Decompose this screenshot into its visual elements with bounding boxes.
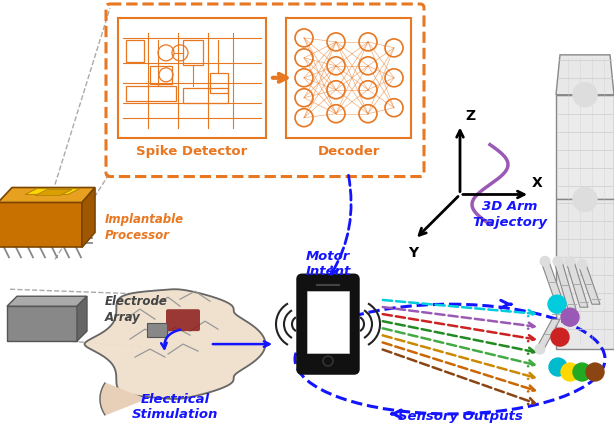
Polygon shape bbox=[554, 261, 576, 309]
Text: Electrode
Array: Electrode Array bbox=[105, 295, 168, 324]
Bar bbox=[210, 73, 228, 93]
Text: Motor
Intent: Motor Intent bbox=[305, 250, 351, 278]
Bar bbox=[183, 88, 228, 103]
Polygon shape bbox=[82, 187, 95, 247]
Circle shape bbox=[573, 187, 597, 212]
Polygon shape bbox=[556, 95, 614, 199]
Circle shape bbox=[553, 256, 563, 266]
Text: Sensory Outputs: Sensory Outputs bbox=[398, 411, 523, 423]
Polygon shape bbox=[7, 306, 77, 341]
Text: Implantable
Processor: Implantable Processor bbox=[105, 213, 184, 242]
Text: X: X bbox=[532, 176, 543, 190]
Circle shape bbox=[535, 344, 545, 354]
Bar bbox=[307, 291, 349, 353]
Text: 3D Arm
Trajectory: 3D Arm Trajectory bbox=[473, 200, 548, 229]
Polygon shape bbox=[541, 261, 564, 304]
FancyBboxPatch shape bbox=[298, 275, 358, 373]
Polygon shape bbox=[85, 289, 265, 399]
Circle shape bbox=[551, 328, 569, 346]
Text: Y: Y bbox=[408, 246, 418, 261]
Circle shape bbox=[573, 83, 597, 107]
Text: Electrical
Stimulation: Electrical Stimulation bbox=[132, 393, 218, 421]
Circle shape bbox=[549, 358, 567, 376]
Circle shape bbox=[586, 363, 604, 381]
Bar bbox=[150, 66, 172, 84]
Polygon shape bbox=[0, 187, 95, 202]
Circle shape bbox=[561, 363, 579, 381]
FancyBboxPatch shape bbox=[147, 323, 167, 337]
Polygon shape bbox=[578, 264, 600, 304]
Bar bbox=[126, 86, 176, 101]
Bar bbox=[118, 18, 266, 138]
Circle shape bbox=[577, 259, 587, 269]
Polygon shape bbox=[536, 319, 560, 349]
Text: Decoder: Decoder bbox=[317, 145, 379, 158]
Bar bbox=[286, 18, 411, 138]
Polygon shape bbox=[556, 199, 614, 349]
Polygon shape bbox=[7, 296, 87, 306]
Bar bbox=[126, 40, 144, 62]
Polygon shape bbox=[0, 202, 82, 247]
Circle shape bbox=[540, 256, 550, 266]
Circle shape bbox=[548, 295, 566, 313]
Polygon shape bbox=[100, 383, 145, 415]
Text: Z: Z bbox=[465, 109, 475, 123]
Polygon shape bbox=[35, 190, 72, 196]
Text: Spike Detector: Spike Detector bbox=[136, 145, 247, 158]
Circle shape bbox=[561, 308, 579, 326]
Polygon shape bbox=[566, 261, 588, 307]
Polygon shape bbox=[556, 55, 614, 95]
FancyBboxPatch shape bbox=[166, 309, 200, 331]
Circle shape bbox=[565, 256, 575, 266]
Polygon shape bbox=[77, 296, 87, 341]
Polygon shape bbox=[25, 189, 80, 195]
Circle shape bbox=[573, 363, 591, 381]
Bar bbox=[183, 40, 203, 65]
